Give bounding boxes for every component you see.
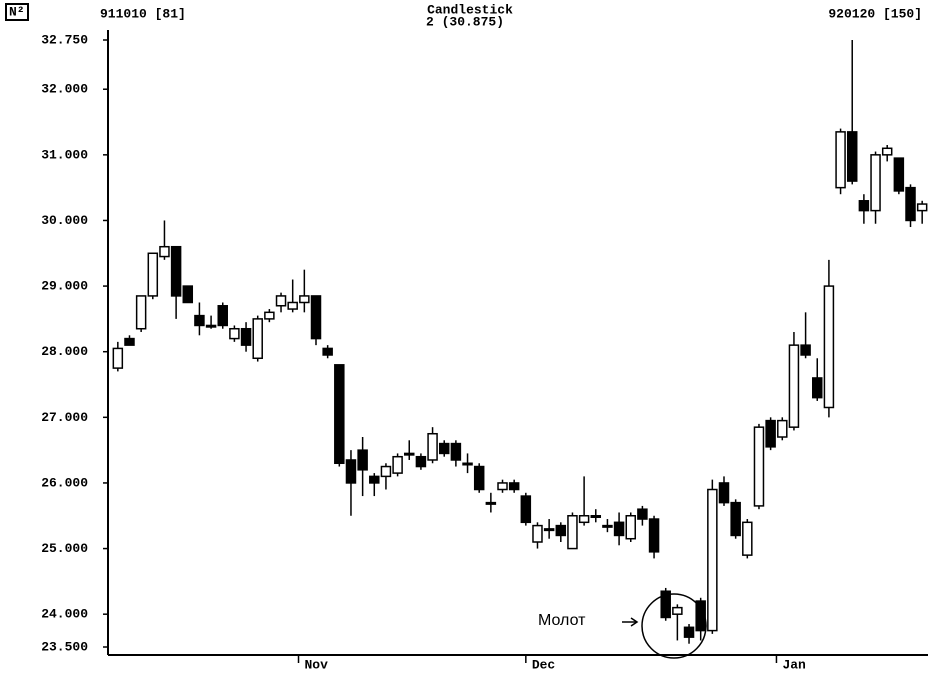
candle-body-up [380, 465, 392, 478]
candle-body-up [159, 245, 170, 258]
candle-body-down [240, 327, 252, 346]
candle-body-up [275, 295, 287, 307]
candle-body-up [707, 488, 718, 632]
candle-body-up [578, 515, 590, 524]
candle-body-up [229, 327, 240, 340]
candle-body-down [800, 344, 811, 356]
candle-body-up [485, 501, 497, 505]
candle-body-up [427, 432, 438, 461]
y-tick-label: 31.000 [41, 147, 88, 162]
candle-body-down [812, 377, 823, 399]
candle-body-down [438, 442, 450, 455]
candle-body-down [415, 455, 427, 468]
candle-body-up [147, 252, 159, 297]
right-label: 920120 [150] [828, 6, 922, 21]
candle-body-up [823, 285, 835, 409]
x-tick-label: Nov [305, 657, 329, 672]
y-tick-label: 26.000 [41, 475, 88, 490]
candle-body-down [893, 157, 905, 192]
candle-body-up [742, 521, 753, 556]
candle-body-up [252, 318, 263, 360]
candle-body-down [637, 508, 648, 520]
candle-body-down [345, 459, 357, 484]
candle-body-down [473, 465, 485, 491]
chart-subtitle: 2 (30.875) [426, 14, 504, 29]
badge-box [5, 3, 29, 21]
badge: N² [9, 4, 25, 19]
y-tick-label: 23.500 [41, 639, 88, 654]
candle-body-down [182, 285, 194, 304]
candle-body-down [695, 600, 706, 632]
candle-body-up [205, 324, 217, 328]
candle-body-down [170, 245, 182, 297]
x-tick-label: Dec [532, 657, 556, 672]
y-tick-label: 30.000 [41, 213, 88, 228]
candle-body-up [497, 482, 508, 491]
candle-body-down [520, 495, 532, 524]
candle-body-up [532, 524, 543, 543]
candle-body-up [602, 524, 613, 528]
candle-body-up [287, 301, 298, 310]
y-tick-label: 28.000 [41, 344, 88, 359]
y-tick-label: 24.000 [41, 607, 88, 622]
candle-body-up [135, 295, 147, 330]
candle-body-down [730, 501, 741, 537]
candle-body-down [683, 626, 695, 638]
candle-body-up [112, 347, 124, 369]
candle-body-down [660, 590, 671, 619]
y-tick-label: 25.000 [41, 541, 88, 556]
candle-body-up [543, 528, 555, 532]
annotation: Молот [538, 612, 586, 629]
annotation-arrowhead [630, 617, 639, 627]
candle-body-down [310, 295, 322, 340]
y-tick-label: 32.000 [41, 82, 88, 97]
candle-body-down [858, 200, 870, 212]
candle-body-down [905, 186, 916, 222]
candle-body-down [450, 442, 462, 461]
candle-body-up [777, 419, 788, 438]
candle-body-up [672, 606, 683, 615]
candle-body-down [217, 305, 228, 327]
candle-body-up [299, 295, 310, 304]
candle-body-up [881, 147, 893, 156]
candle-body-down [124, 337, 135, 346]
candle-body-up [567, 515, 578, 550]
candle-body-up [870, 154, 881, 212]
candle-body-down [194, 314, 205, 327]
candle-body-down [718, 482, 730, 504]
candle-body-down [322, 347, 333, 356]
candle-body-up [753, 426, 765, 507]
candle-body-down [357, 449, 368, 471]
candle-body-down [765, 419, 776, 448]
candle-body-down [846, 131, 858, 182]
annotation-circle [641, 593, 707, 659]
candle-body-down [555, 524, 567, 537]
chart-title: Candlestick [427, 2, 513, 17]
y-tick-label: 27.000 [41, 410, 88, 425]
left-label: 911010 [81] [100, 6, 186, 21]
candle-body-up [404, 452, 415, 456]
candle-body-up [916, 203, 928, 212]
candle-body-up [788, 344, 800, 428]
candle-body-down [334, 364, 345, 465]
candle-body-up [590, 515, 602, 519]
candle-body-down [508, 482, 520, 491]
candle-body-up [625, 515, 636, 540]
x-tick-label: Jan [782, 657, 806, 672]
candle-body-up [264, 311, 275, 320]
candle-body-up [392, 455, 403, 474]
y-tick-label: 29.000 [41, 279, 88, 294]
candle-body-down [369, 475, 380, 484]
y-tick-label: 32.750 [41, 32, 88, 47]
candle-body-down [648, 518, 660, 553]
candle-body-up [462, 462, 473, 466]
candle-body-down [613, 521, 625, 537]
candle-body-up [835, 131, 846, 189]
